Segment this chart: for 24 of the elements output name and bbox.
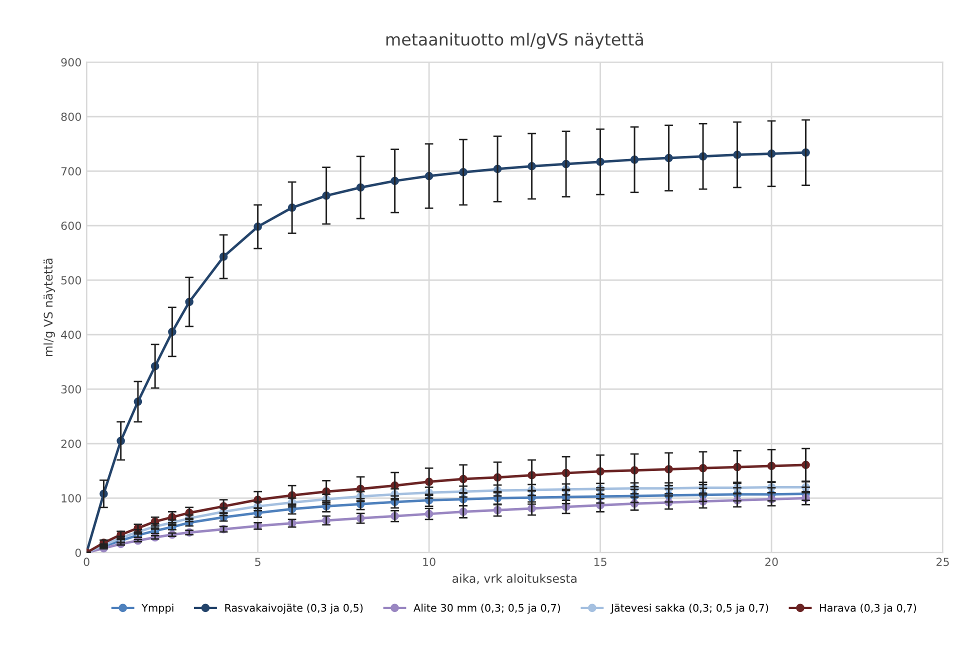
y-tick-label: 800	[61, 112, 81, 122]
y-tick-label: 700	[61, 167, 81, 176]
y-tick-label: 100	[62, 494, 81, 503]
y-tick-label: 400	[61, 330, 81, 340]
y-tick-label: 600	[61, 222, 81, 230]
x-tick-label: 0	[84, 558, 90, 566]
x-tick-label: 15	[594, 558, 606, 566]
y-tick-label: 200	[61, 440, 81, 448]
x-tick-label: 20	[765, 558, 778, 566]
x-axis-title: aika, vrk aloituksesta	[452, 574, 576, 584]
x-tick-label: 5	[255, 558, 260, 566]
x-tick-label: 25	[936, 558, 949, 566]
legend-label: Alite 30 mm (0,3; 0,5 ja 0,7)	[414, 604, 560, 614]
legend-label: Rasvakaivojäte (0,3 ja 0,5)	[225, 604, 363, 614]
legend-label: Harava (0,3 ja 0,7)	[820, 604, 916, 614]
x-tick-label: 10	[423, 558, 436, 566]
chart-title: metaanituotto ml/gVS näytettä	[386, 32, 643, 49]
y-axis-title: ml/g VS näytettä	[44, 258, 55, 356]
y-tick-label: 300	[61, 385, 81, 394]
y-tick-label: 500	[61, 276, 81, 285]
y-tick-label: 0	[75, 548, 81, 558]
legend-label: Ymppi	[142, 604, 174, 614]
y-tick-label: 900	[61, 58, 81, 67]
legend-label: Jätevesi sakka (0,3; 0,5 ja 0,7)	[610, 604, 768, 614]
